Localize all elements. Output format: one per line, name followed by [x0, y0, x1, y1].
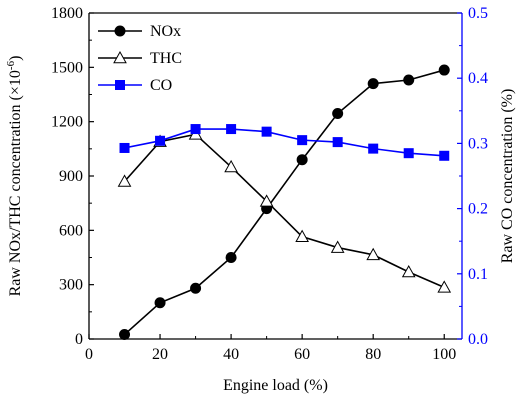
left-y-axis-title-close: )	[7, 56, 24, 61]
series-point-thc-80	[366, 247, 381, 261]
left-y-tick-label-1800: 1800	[51, 5, 83, 22]
series-point-nox-70	[332, 108, 344, 120]
left-y-tick-label-300: 300	[59, 277, 83, 294]
left-y-tick-label-600: 600	[59, 222, 83, 239]
x-tick-label-20: 20	[152, 346, 168, 363]
series-point-thc-100	[437, 280, 452, 293]
plot-frame	[88, 12, 463, 340]
series-point-nox-20	[154, 297, 166, 309]
right-y-tick-label-0.2: 0.2	[468, 201, 488, 218]
right-y-tick-label-0.1: 0.1	[468, 266, 488, 283]
right-y-axis-title: Raw CO concentration (%)	[499, 89, 516, 264]
x-axis: 0 20 40 60 80 100	[85, 334, 456, 363]
series-line-thc	[123, 133, 445, 289]
series-point-thc-40	[224, 159, 238, 173]
legend: NOx THC CO	[98, 23, 182, 94]
left-y-tick-label-0: 0	[75, 331, 83, 348]
legend-marker-nox	[114, 25, 126, 37]
series-point-nox-60	[296, 154, 308, 166]
series-point-co-50	[261, 126, 272, 137]
series-point-nox-100	[438, 64, 450, 76]
left-y-tick-label-1200: 1200	[51, 114, 83, 131]
right-y-axis: 0.0 0.1 0.2 0.3 0.4 0.5	[457, 5, 488, 348]
series-point-thc-90	[401, 264, 416, 278]
x-tick-label-80: 80	[365, 346, 381, 363]
right-y-tick-label-0.0: 0.0	[468, 331, 488, 348]
series-point-nox-30	[190, 282, 202, 294]
legend-label-co: CO	[150, 77, 172, 94]
x-tick-label-100: 100	[432, 346, 456, 363]
series-point-thc-60	[295, 229, 309, 242]
series-point-nox-40	[225, 252, 237, 263]
series-point-co-20	[155, 135, 166, 146]
series-point-co-100	[439, 150, 450, 161]
x-axis-title: Engine load (%)	[223, 377, 328, 394]
legend-label-nox: NOx	[150, 23, 181, 40]
series-point-co-30	[190, 124, 201, 135]
series-point-thc-10	[117, 174, 132, 187]
right-y-tick-label-0.3: 0.3	[468, 135, 488, 152]
series-point-nox-10	[119, 328, 131, 340]
x-tick-label-0: 0	[85, 346, 93, 363]
series-point-co-60	[297, 135, 308, 146]
right-y-tick-label-0.4: 0.4	[468, 70, 488, 87]
series-point-nox-80	[367, 78, 379, 90]
series-line-nox	[123, 69, 445, 336]
left-y-axis-title-exponent: -6	[5, 60, 17, 70]
series-point-co-70	[332, 137, 343, 148]
left-y-axis-title-main: Raw NOx/THC concentration (×10	[7, 70, 24, 296]
series-point-nox-90	[403, 74, 415, 86]
legend-label-thc: THC	[150, 50, 182, 67]
legend-marker-thc	[113, 50, 127, 64]
x-tick-label-60: 60	[294, 346, 310, 363]
series-point-thc-50	[259, 194, 274, 207]
left-y-tick-label-900: 900	[59, 168, 83, 185]
left-y-tick-label-1500: 1500	[51, 59, 83, 76]
series-layer	[117, 64, 452, 340]
legend-marker-co	[115, 80, 125, 90]
series-line-co	[124, 128, 445, 157]
left-y-axis: 0 300 600 900 1200 1500 1800	[51, 5, 94, 348]
series-point-co-10	[119, 142, 130, 153]
x-tick-label-40: 40	[223, 346, 239, 363]
series-point-co-80	[368, 143, 379, 154]
series-point-thc-70	[330, 240, 345, 253]
left-y-axis-title: Raw NOx/THC concentration (×10-6)	[5, 56, 24, 297]
right-y-tick-label-0.5: 0.5	[468, 5, 488, 22]
series-point-co-90	[403, 148, 414, 159]
series-point-co-40	[226, 124, 237, 135]
